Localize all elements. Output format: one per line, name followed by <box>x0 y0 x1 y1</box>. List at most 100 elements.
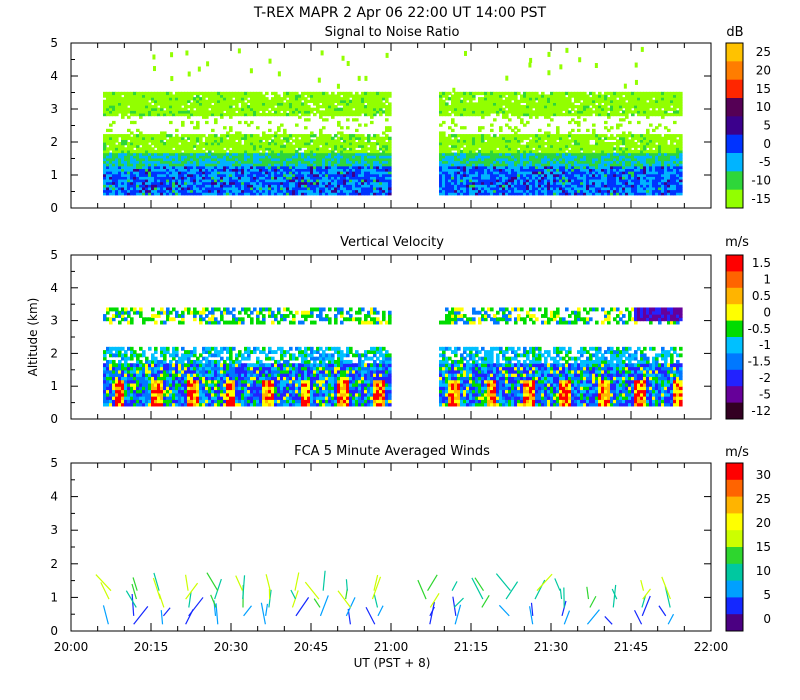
snr-cell <box>583 165 587 169</box>
snr-cell <box>271 189 275 193</box>
snr-cell <box>361 165 365 169</box>
snr-cell <box>511 136 515 140</box>
snr-cell <box>292 107 296 111</box>
snr-cell <box>478 157 482 162</box>
snr-cell <box>337 99 341 103</box>
snr-cell <box>298 189 302 193</box>
snr-cell <box>469 173 473 177</box>
snr-cell <box>202 165 206 169</box>
snr-cell <box>487 168 491 172</box>
snr-cell <box>535 155 539 159</box>
snr-cell <box>166 99 170 103</box>
snr-cell <box>505 144 509 148</box>
snr-cell <box>283 136 287 140</box>
snr-cell <box>196 102 200 106</box>
snr-cell <box>121 105 125 109</box>
snr-cell <box>496 160 500 164</box>
snr-cell <box>547 97 551 101</box>
snr-cell <box>136 134 140 138</box>
snr-cell <box>625 155 629 159</box>
snr-cell <box>358 163 362 167</box>
snr-cell <box>343 165 347 169</box>
snr-cell <box>160 184 164 188</box>
snr-cell <box>247 189 251 193</box>
snr-cell <box>589 163 593 167</box>
snr-cell <box>148 149 152 154</box>
snr-cell <box>253 168 257 172</box>
snr-cell <box>223 107 227 111</box>
snr-cell <box>589 181 593 185</box>
snr-cell <box>604 136 608 140</box>
snr-cell <box>526 97 530 101</box>
snr-cell <box>217 94 221 98</box>
snr-cell <box>619 97 623 101</box>
snr-cell <box>334 181 338 185</box>
snr-cell <box>481 91 485 96</box>
snr-cell <box>313 134 317 138</box>
snr-cell <box>181 139 185 143</box>
snr-cell <box>139 97 143 101</box>
snr-cell <box>301 176 305 180</box>
snr-cell <box>610 176 614 180</box>
snr-cell <box>175 134 179 138</box>
snr-cell <box>439 155 443 159</box>
snr-cell <box>610 126 614 130</box>
snr-cell <box>604 155 608 159</box>
snr-cell <box>373 142 377 146</box>
snr-cell <box>310 176 314 180</box>
snr-cell <box>478 99 482 103</box>
snr-cell <box>115 91 119 96</box>
snr-cell <box>454 157 458 162</box>
snr-cell <box>511 152 515 156</box>
snr-cell <box>370 94 374 98</box>
snr-cell <box>586 178 590 183</box>
snr-cell <box>370 155 374 159</box>
snr-cell <box>355 184 359 188</box>
snr-cell <box>475 171 479 175</box>
snr-cell <box>256 134 260 138</box>
snr-cell <box>292 181 296 185</box>
snr-cell <box>304 152 308 156</box>
snr-cell <box>193 97 197 101</box>
snr-cell <box>109 102 113 106</box>
snr-cell <box>556 97 560 101</box>
snr-cell <box>163 144 167 148</box>
snr-cell <box>226 97 230 101</box>
snr-cell <box>358 144 362 148</box>
snr-cell <box>274 102 278 106</box>
snr-cell <box>463 160 467 164</box>
snr-cell <box>463 178 467 183</box>
snr-cell <box>292 160 296 164</box>
snr-cell <box>295 157 299 162</box>
snr-cell <box>376 181 380 185</box>
snr-cell <box>580 178 584 183</box>
snr-cell <box>328 102 332 106</box>
snr-cell <box>205 186 209 191</box>
snr-cell <box>235 99 239 103</box>
snr-cell <box>607 149 611 154</box>
snr-cell <box>310 181 314 185</box>
snr-cell <box>256 152 260 156</box>
snr-cell <box>277 105 281 109</box>
snr-cell <box>340 152 344 156</box>
snr-cell <box>502 157 506 162</box>
snr-cell <box>178 112 182 117</box>
snr-cell <box>316 186 320 191</box>
snr-cell <box>142 184 146 188</box>
snr-cell <box>547 168 551 172</box>
snr-cell <box>157 160 161 164</box>
snr-cell <box>571 186 575 191</box>
snr-cell <box>103 91 107 96</box>
snr-cell <box>337 178 341 183</box>
snr-cell <box>592 128 596 133</box>
snr-cell <box>199 163 203 167</box>
snr-cell <box>307 171 311 175</box>
snr-cell <box>250 102 254 106</box>
snr-cell <box>541 149 545 154</box>
snr-cell <box>250 184 254 188</box>
snr-cell <box>598 157 602 162</box>
snr-cell <box>535 136 539 140</box>
snr-cell <box>364 110 368 114</box>
snr-cell <box>547 181 551 185</box>
snr-cell <box>514 152 518 156</box>
